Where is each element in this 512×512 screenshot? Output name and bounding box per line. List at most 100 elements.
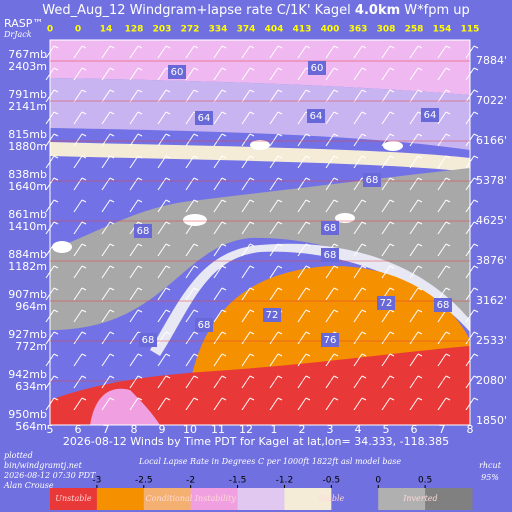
wind-barb [409, 89, 419, 103]
footer-left: bin/windgramtj.net [4, 461, 83, 470]
wind-barb [297, 199, 307, 213]
wind-barb [389, 221, 395, 225]
wind-barb [101, 265, 111, 279]
wind-barb [53, 309, 59, 313]
wind-barb [101, 133, 111, 147]
wind-barb [185, 177, 195, 191]
pressure-label: 884mb [8, 248, 47, 261]
wind-barb [73, 89, 83, 103]
wind-barb [409, 133, 419, 147]
wind-barb [157, 375, 167, 389]
wind-barb [53, 375, 59, 379]
wind-barb [221, 397, 227, 401]
wind-barb [465, 67, 475, 81]
wind-barb [157, 133, 167, 147]
wind-barb [221, 89, 227, 93]
wind-barb [353, 287, 363, 301]
wind-barb [305, 155, 311, 159]
height-m-label: 964m [15, 300, 47, 313]
contour-label: 64 [424, 110, 437, 121]
wind-barb [101, 45, 111, 59]
x-tick-label: 6 [411, 423, 418, 436]
wind-barb [129, 111, 139, 125]
wind-barb [81, 133, 87, 137]
wind-barb [157, 177, 167, 191]
wind-barb [249, 265, 255, 269]
wind-barb [81, 375, 87, 379]
wind-barb [473, 375, 479, 379]
wind-barb [417, 375, 423, 379]
height-m-label: 1182m [8, 260, 47, 273]
wind-barb [297, 221, 307, 235]
wind-barb [325, 45, 335, 59]
wind-barb [241, 265, 251, 279]
cloud [250, 140, 270, 150]
wind-barb [417, 133, 423, 137]
wind-barb [333, 309, 339, 313]
wind-barb [333, 177, 339, 181]
wind-barb [333, 397, 339, 401]
wind-barb [73, 67, 83, 81]
pressure-label: 861mb [8, 208, 47, 221]
wind-barb [381, 133, 391, 147]
wind-barb [353, 331, 363, 345]
lavender-region [50, 78, 470, 150]
wind-barb [305, 309, 311, 313]
x-tick-label: 5 [47, 423, 54, 436]
wind-barb [417, 397, 423, 401]
wind-barb [417, 309, 423, 313]
wstar-label: 374 [237, 25, 256, 35]
wind-barb [409, 199, 419, 213]
wind-barb [277, 133, 283, 137]
height-m-label: 2403m [8, 60, 47, 73]
wind-barb [45, 177, 55, 191]
wind-barb [445, 177, 451, 181]
contour-label: 60 [311, 63, 324, 74]
wind-barb [381, 199, 391, 213]
wind-barb [81, 67, 87, 71]
colorbar-tick-label: -2.5 [135, 476, 153, 486]
wind-barb [417, 243, 423, 247]
wind-barb [109, 397, 115, 401]
wind-barb [361, 67, 367, 71]
wind-barb [137, 89, 143, 93]
wind-barb [241, 133, 251, 147]
contour-label-box [168, 65, 186, 79]
wind-barb [381, 331, 391, 345]
wind-barb [185, 397, 195, 411]
contour-label-box [321, 248, 339, 262]
wind-barb [157, 265, 167, 279]
wind-barb [129, 67, 139, 81]
wind-barb [101, 221, 111, 235]
wind-barb [213, 111, 223, 125]
height-m-label: 564m [15, 420, 47, 433]
wind-barb [297, 45, 307, 59]
wind-barb [437, 45, 447, 59]
wind-barb [221, 111, 227, 115]
colorbar-segment [143, 488, 192, 510]
wind-barb [213, 45, 223, 59]
wind-barb [277, 265, 283, 269]
height-ft-label: 2533' [476, 334, 507, 347]
colorbar-segment [425, 488, 473, 510]
contour-label: 72 [380, 298, 393, 309]
wind-barb [249, 243, 255, 247]
wind-barb [361, 199, 367, 203]
wind-barb [73, 133, 83, 147]
wind-barb [185, 243, 195, 257]
wind-barb [305, 331, 311, 335]
wind-barb [445, 155, 451, 159]
wind-barb [437, 221, 447, 235]
wind-barb [137, 353, 143, 357]
wind-barb [81, 331, 87, 335]
wind-barb [465, 309, 475, 323]
wind-barb [361, 111, 367, 115]
wind-barb [213, 375, 223, 389]
wind-barb [333, 133, 339, 137]
wind-barb [269, 221, 279, 235]
colorbar-tick-label: 0 [375, 476, 381, 486]
wind-barb [193, 331, 199, 335]
pressure-label: 838mb [8, 168, 47, 181]
wind-barb [269, 397, 279, 411]
